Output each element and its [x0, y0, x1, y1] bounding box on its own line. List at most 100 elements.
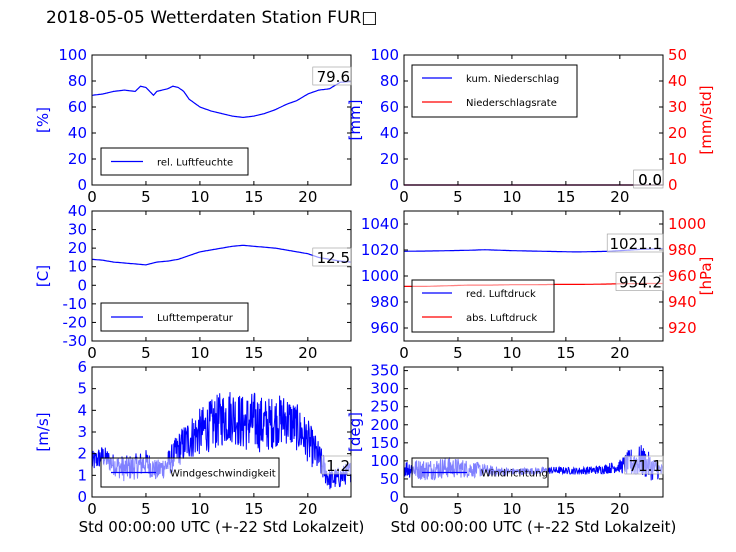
- legend: Windrichtung: [411, 457, 549, 488]
- legend-entry-label: Niederschlagsrate: [466, 98, 557, 109]
- y-tick-label: 2: [77, 445, 87, 463]
- y-tick-label: 0: [77, 176, 87, 194]
- chart-title: 2018-05-05 Wetterdaten Station FUR□: [46, 8, 378, 28]
- y-tick-label: 350: [370, 362, 399, 380]
- current-value2-label: 0.0: [638, 171, 662, 189]
- x-tick-label: 0: [399, 344, 409, 362]
- y-tick-label: 50: [380, 470, 399, 488]
- y-tick-label: 10: [68, 258, 87, 276]
- y-tick-label: -20: [63, 313, 88, 331]
- plot-frame: [91, 210, 352, 342]
- y-tick-label: 0: [389, 176, 399, 194]
- x-axis-label: Std 00:00:00 UTC (+-22 Std Lokalzeit): [391, 518, 677, 536]
- y2-tick-label: 960: [668, 267, 697, 285]
- x-axis-label: Std 00:00:00 UTC (+-22 Std Lokalzeit): [79, 518, 365, 536]
- y-tick-label: 30: [68, 221, 87, 239]
- legend-entry-label: abs. Luftdruck: [466, 313, 537, 324]
- y-tick-label: 60: [380, 98, 399, 116]
- y-tick-label: 150: [370, 434, 399, 452]
- y-tick-label: 3: [77, 423, 87, 441]
- y-tick-label: 100: [370, 46, 399, 64]
- x-tick-label: 15: [244, 500, 263, 518]
- x-tick-label: 15: [244, 344, 263, 362]
- current-value-label-box: [606, 233, 664, 253]
- current-value-label-box: [321, 455, 352, 475]
- x-tick-label: 5: [453, 188, 463, 206]
- series-line-humidity-0: [91, 80, 352, 119]
- y-tick-label: 960: [370, 319, 399, 337]
- y-tick-label: 1020: [361, 241, 399, 259]
- x-tick-label: 20: [610, 500, 629, 518]
- x-tick-label: 15: [556, 500, 575, 518]
- plot-frame: [403, 366, 664, 498]
- y2-tick-label: 920: [668, 319, 697, 337]
- y-tick-label: 4: [77, 401, 87, 419]
- y-tick-label: 0: [389, 488, 399, 506]
- y-axis-label: [C]: [34, 265, 52, 287]
- y-axis-label: [deg]: [346, 412, 364, 452]
- y-tick-label: 0: [77, 488, 87, 506]
- legend-entry-label: rel. Luftfeuchte: [157, 158, 233, 169]
- current-value-label: 1021.1: [610, 235, 663, 253]
- chart-panel-temperature: 0 5 10 15 20-30-20-10010203040[C]Lufttempera…: [34, 202, 352, 362]
- current-value-label: 71.1: [629, 457, 662, 475]
- y-tick-label: 80: [380, 72, 399, 90]
- x-tick-label: 10: [502, 188, 521, 206]
- current-value-label: 0.0: [638, 171, 662, 189]
- legend-box: [411, 64, 578, 118]
- legend-box: [411, 279, 555, 333]
- current-value2-label-box: [615, 272, 664, 291]
- y-tick-label: 40: [68, 202, 87, 220]
- y-tick-label: 250: [370, 398, 399, 416]
- y-tick-label: 100: [370, 452, 399, 470]
- y-axis-label: [m/s]: [34, 412, 52, 451]
- y2-tick-label: 50: [668, 46, 687, 64]
- current-value-label: 12.5: [317, 249, 350, 267]
- x-tick-label: 5: [453, 344, 463, 362]
- chart-panel-precip: 0 5 10 15 20 0 20 40 60 80 100 0 10 20 30 40 50 [mm] [mm/s…: [346, 46, 715, 206]
- x-tick-label: 15: [556, 188, 575, 206]
- x-tick-label: 5: [141, 500, 151, 518]
- current-value2-label: 954.2: [619, 274, 662, 292]
- y-tick-label: 80: [68, 72, 87, 90]
- y2-tick-label: 20: [668, 124, 687, 142]
- x-tick-label: 20: [298, 344, 317, 362]
- y-tick-label: 20: [68, 150, 87, 168]
- legend: Lufttemperatur: [100, 302, 249, 332]
- y2-tick-label: 10: [668, 150, 687, 168]
- y-tick-label: 980: [370, 293, 399, 311]
- x-tick-label: 20: [298, 188, 317, 206]
- y-tick-label: 5: [77, 380, 87, 398]
- y-tick-label: 20: [380, 150, 399, 168]
- x-tick-label: 0: [399, 188, 409, 206]
- y-tick-label: 1: [77, 466, 87, 484]
- y2-tick-label: 30: [668, 98, 687, 116]
- y-tick-label: -10: [63, 295, 88, 313]
- x-tick-label: 5: [141, 188, 151, 206]
- series-line-temperature-0: [91, 244, 352, 266]
- x-tick-label: 20: [298, 500, 317, 518]
- x-tick-label: 10: [502, 500, 521, 518]
- y-tick-label: 200: [370, 416, 399, 434]
- legend-entry-label: Lufttemperatur: [157, 313, 234, 324]
- x-tick-label: 0: [87, 188, 97, 206]
- y2-tick-label: 940: [668, 293, 697, 311]
- y-tick-label: -30: [63, 332, 88, 350]
- current-value-label-box: [312, 247, 352, 267]
- y-tick-label: 100: [58, 46, 87, 64]
- current-value-label: 79.6: [317, 68, 350, 86]
- x-tick-label: 20: [610, 188, 629, 206]
- chart-panel-humidity: 0 5 10 15 20 0 20 40 60 80 100 [%] rel. Luftfeuchte 7…: [34, 46, 352, 206]
- x-tick-label: 5: [453, 500, 463, 518]
- x-tick-label: 0: [87, 344, 97, 362]
- x-tick-label: 5: [141, 344, 151, 362]
- current-value-label: 1.2: [326, 457, 350, 475]
- legend-entry-label: kum. Niederschlag: [466, 74, 559, 85]
- y-tick-label: 300: [370, 380, 399, 398]
- x-tick-label: 10: [190, 500, 209, 518]
- x-tick-label: 10: [190, 188, 209, 206]
- y-tick-label: 1000: [361, 267, 399, 285]
